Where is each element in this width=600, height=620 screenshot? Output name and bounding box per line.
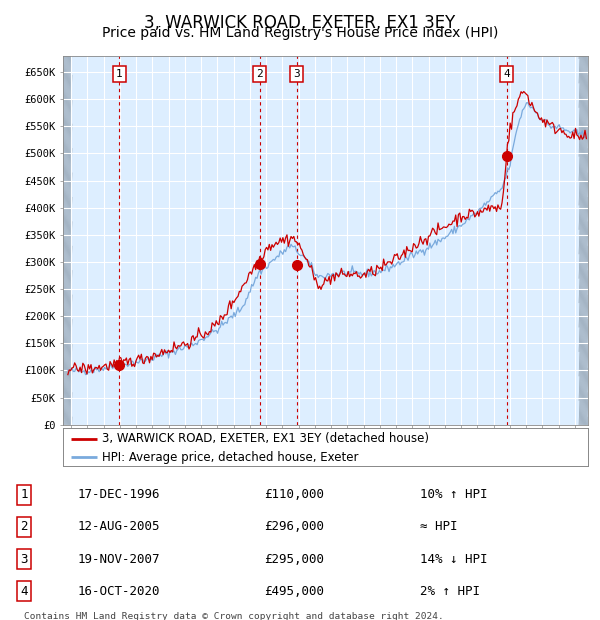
Text: £295,000: £295,000 bbox=[264, 553, 324, 565]
Text: 2: 2 bbox=[256, 69, 263, 79]
Text: 4: 4 bbox=[20, 585, 28, 598]
Text: 17-DEC-1996: 17-DEC-1996 bbox=[78, 489, 161, 501]
Bar bbox=[63, 56, 72, 425]
Text: 12-AUG-2005: 12-AUG-2005 bbox=[78, 521, 161, 533]
Text: 3: 3 bbox=[20, 553, 28, 565]
Text: 16-OCT-2020: 16-OCT-2020 bbox=[78, 585, 161, 598]
Text: ≈ HPI: ≈ HPI bbox=[420, 521, 458, 533]
Text: Price paid vs. HM Land Registry's House Price Index (HPI): Price paid vs. HM Land Registry's House … bbox=[102, 26, 498, 40]
Text: Contains HM Land Registry data © Crown copyright and database right 2024.
This d: Contains HM Land Registry data © Crown c… bbox=[24, 612, 444, 620]
Text: 1: 1 bbox=[20, 489, 28, 501]
Text: 3: 3 bbox=[293, 69, 300, 79]
Text: 10% ↑ HPI: 10% ↑ HPI bbox=[420, 489, 487, 501]
Text: 19-NOV-2007: 19-NOV-2007 bbox=[78, 553, 161, 565]
Text: 3, WARWICK ROAD, EXETER, EX1 3EY (detached house): 3, WARWICK ROAD, EXETER, EX1 3EY (detach… bbox=[103, 432, 430, 445]
Text: 14% ↓ HPI: 14% ↓ HPI bbox=[420, 553, 487, 565]
Text: 3, WARWICK ROAD, EXETER, EX1 3EY: 3, WARWICK ROAD, EXETER, EX1 3EY bbox=[145, 14, 455, 32]
Text: 1: 1 bbox=[116, 69, 122, 79]
Text: 2% ↑ HPI: 2% ↑ HPI bbox=[420, 585, 480, 598]
Text: £296,000: £296,000 bbox=[264, 521, 324, 533]
Text: £495,000: £495,000 bbox=[264, 585, 324, 598]
Text: £110,000: £110,000 bbox=[264, 489, 324, 501]
Text: 4: 4 bbox=[503, 69, 510, 79]
Text: 2: 2 bbox=[20, 521, 28, 533]
Bar bbox=[579, 56, 588, 425]
Text: HPI: Average price, detached house, Exeter: HPI: Average price, detached house, Exet… bbox=[103, 451, 359, 464]
